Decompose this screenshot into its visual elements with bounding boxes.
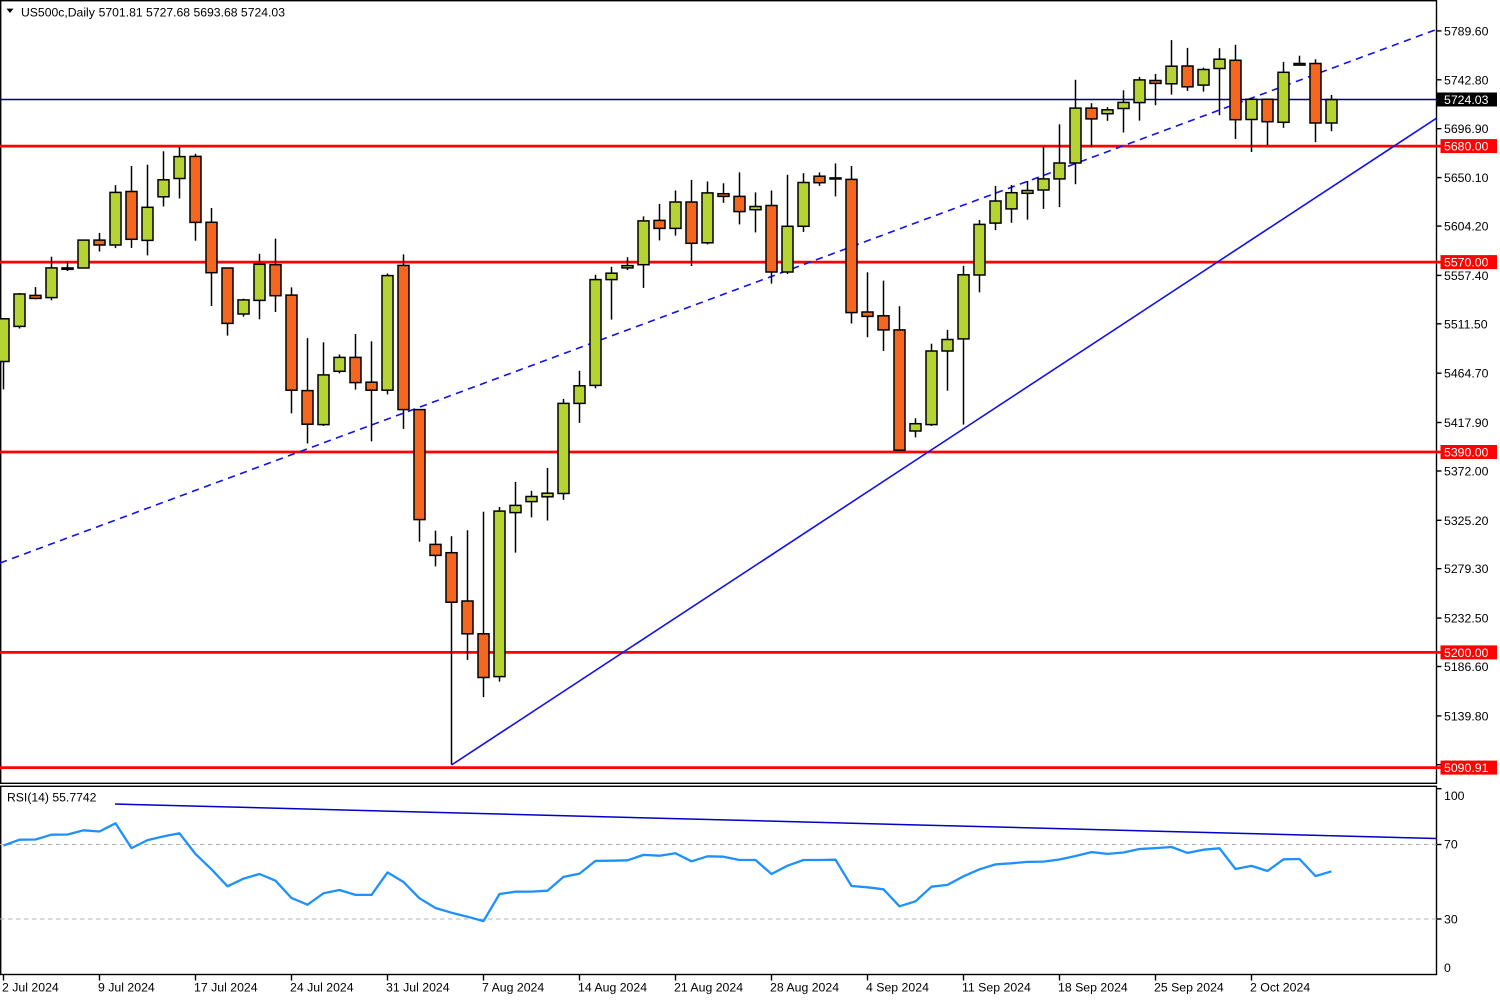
svg-text:7 Aug 2024: 7 Aug 2024: [482, 981, 544, 995]
svg-text:5325.20: 5325.20: [1444, 514, 1489, 528]
svg-text:70: 70: [1444, 838, 1458, 852]
svg-text:5570.00: 5570.00: [1444, 256, 1489, 270]
svg-text:5200.00: 5200.00: [1444, 646, 1489, 660]
svg-text:5139.80: 5139.80: [1444, 709, 1489, 723]
svg-text:5464.70: 5464.70: [1444, 367, 1489, 381]
svg-text:5557.40: 5557.40: [1444, 269, 1489, 283]
svg-text:2 Oct 2024: 2 Oct 2024: [1250, 981, 1310, 995]
svg-text:5511.50: 5511.50: [1444, 317, 1488, 331]
svg-text:5680.00: 5680.00: [1444, 140, 1489, 154]
svg-text:5789.60: 5789.60: [1444, 24, 1489, 38]
svg-text:2 Jul 2024: 2 Jul 2024: [2, 981, 59, 995]
svg-text:31 Jul 2024: 31 Jul 2024: [386, 981, 450, 995]
svg-text:4 Sep 2024: 4 Sep 2024: [866, 981, 929, 995]
svg-text:14 Aug 2024: 14 Aug 2024: [578, 981, 647, 995]
svg-text:100: 100: [1444, 789, 1465, 803]
svg-text:5417.90: 5417.90: [1444, 416, 1489, 430]
svg-text:5090.91: 5090.91: [1444, 761, 1489, 775]
svg-text:5232.50: 5232.50: [1444, 612, 1489, 626]
svg-text:5279.30: 5279.30: [1444, 562, 1489, 576]
svg-text:30: 30: [1444, 913, 1458, 927]
svg-text:5650.10: 5650.10: [1444, 171, 1489, 185]
svg-text:5701.81 5727.68 5693.68 5724.0: 5701.81 5727.68 5693.68 5724.03: [99, 6, 286, 20]
svg-text:5724.03: 5724.03: [1444, 93, 1489, 107]
svg-text:0: 0: [1444, 961, 1451, 975]
svg-text:18 Sep 2024: 18 Sep 2024: [1058, 981, 1128, 995]
svg-text:5390.00: 5390.00: [1444, 446, 1489, 460]
svg-text:24 Jul 2024: 24 Jul 2024: [290, 981, 354, 995]
svg-text:5372.00: 5372.00: [1444, 465, 1489, 479]
svg-text:5604.20: 5604.20: [1444, 220, 1489, 234]
svg-text:5186.60: 5186.60: [1444, 660, 1489, 674]
svg-text:5742.80: 5742.80: [1444, 73, 1489, 87]
svg-text:5696.90: 5696.90: [1444, 122, 1489, 136]
svg-text:RSI(14) 55.7742: RSI(14) 55.7742: [7, 791, 97, 805]
svg-text:21 Aug 2024: 21 Aug 2024: [674, 981, 743, 995]
svg-text:17 Jul 2024: 17 Jul 2024: [194, 981, 258, 995]
svg-text:25 Sep 2024: 25 Sep 2024: [1154, 981, 1224, 995]
svg-text:9 Jul 2024: 9 Jul 2024: [98, 981, 155, 995]
svg-text:11 Sep 2024: 11 Sep 2024: [962, 981, 1031, 995]
svg-text:28 Aug 2024: 28 Aug 2024: [770, 981, 839, 995]
svg-text:US500c,Daily: US500c,Daily: [21, 6, 96, 20]
